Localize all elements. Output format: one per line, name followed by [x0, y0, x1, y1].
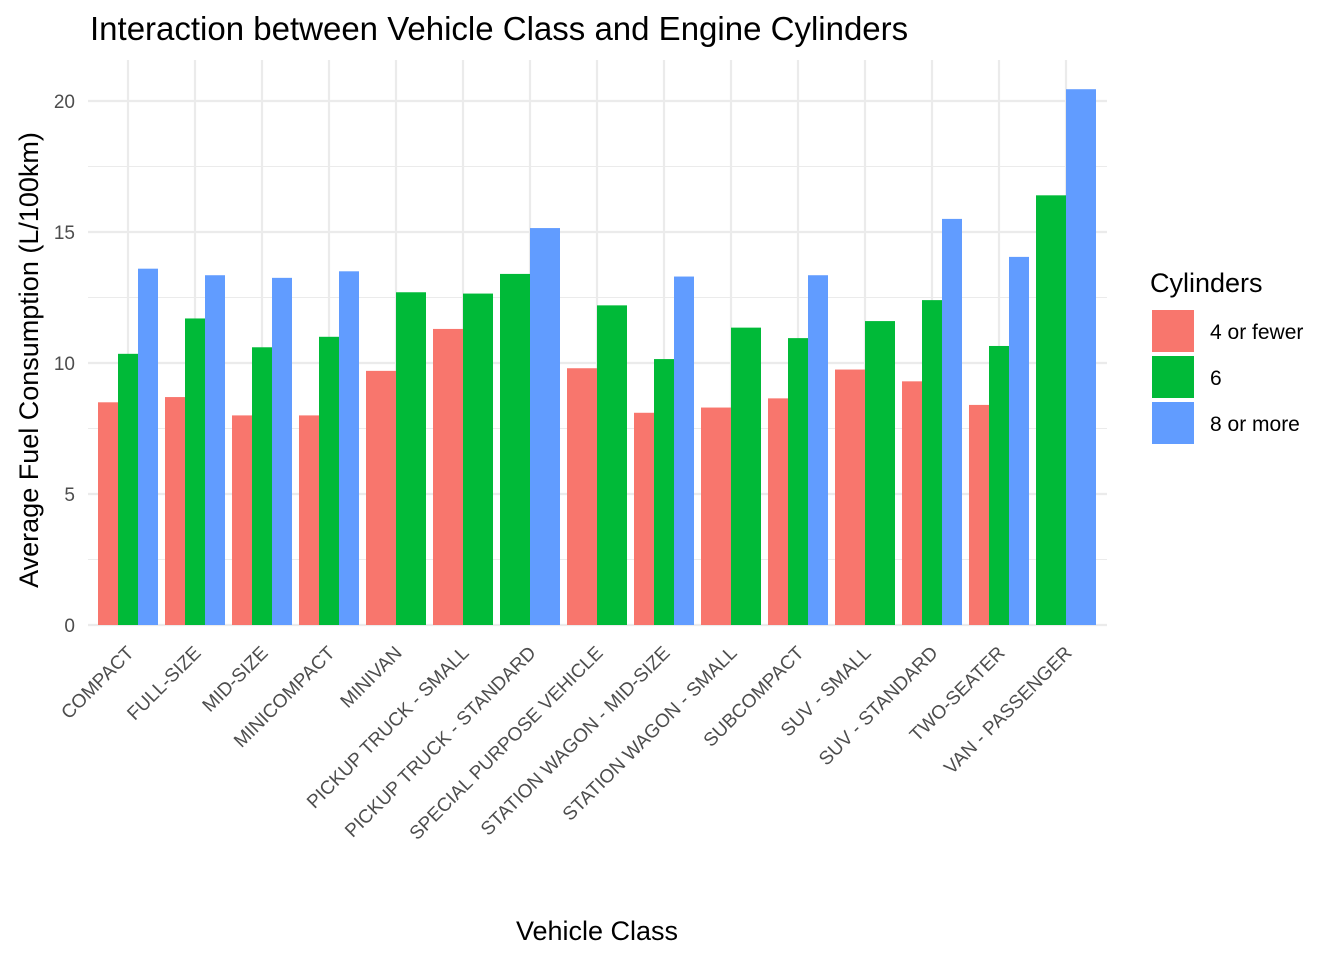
legend-label: 8 or more	[1210, 413, 1300, 436]
bar	[902, 381, 922, 625]
bar	[463, 293, 493, 625]
bar	[701, 407, 731, 625]
bar	[835, 369, 865, 625]
bar	[165, 397, 185, 625]
bar	[396, 292, 426, 625]
bar	[118, 353, 138, 625]
bar	[654, 359, 674, 625]
x-tick-label: MINIVAN	[337, 643, 407, 713]
bar	[98, 402, 118, 625]
bar	[865, 321, 895, 625]
bar	[299, 415, 319, 625]
y-axis-title: Average Fuel Consumption (L/100km)	[14, 132, 44, 588]
bar	[500, 273, 530, 625]
y-tick-label: 10	[54, 354, 75, 375]
legend-title: Cylinders	[1150, 268, 1263, 298]
bar	[252, 347, 272, 625]
legend-swatch	[1152, 402, 1194, 444]
bar	[634, 412, 654, 625]
x-axis-title: Vehicle Class	[516, 916, 678, 946]
legend-items: 4 or fewer 6 8 or more	[1152, 310, 1303, 444]
y-tick-label: 20	[54, 92, 75, 113]
bar	[366, 370, 396, 625]
x-tick-label: VAN - PASSENGER	[940, 643, 1076, 779]
x-axis-ticks: COMPACTFULL-SIZEMID-SIZEMINICOMPACTMINIV…	[58, 642, 1077, 844]
legend-label: 4 or fewer	[1210, 321, 1303, 344]
bar	[989, 345, 1009, 625]
y-tick-label: 15	[54, 223, 75, 244]
bar	[731, 327, 761, 625]
y-axis-ticks: 0 5 10 15 20	[54, 92, 75, 637]
bar	[185, 318, 205, 625]
bar	[232, 415, 252, 625]
bar	[942, 218, 962, 625]
bar	[205, 275, 225, 625]
bar	[1009, 256, 1029, 625]
bar	[319, 336, 339, 625]
chart-title: Interaction between Vehicle Class and En…	[90, 10, 908, 47]
x-tick-label: SUV - STANDARD	[815, 643, 942, 770]
bar	[530, 228, 560, 625]
bar	[922, 300, 942, 625]
bar	[808, 275, 828, 625]
bar	[768, 398, 788, 625]
bars	[98, 89, 1096, 625]
bar	[788, 338, 808, 625]
bar	[567, 368, 597, 625]
bar	[1036, 195, 1066, 625]
bar	[674, 276, 694, 625]
bar	[339, 271, 359, 625]
legend-swatch	[1152, 310, 1194, 352]
y-tick-label: 0	[64, 616, 75, 637]
y-tick-label: 5	[64, 485, 75, 506]
legend-swatch	[1152, 356, 1194, 398]
bar	[272, 277, 292, 625]
bar	[433, 328, 463, 625]
bar	[138, 268, 158, 625]
bar	[1066, 89, 1096, 625]
legend-label: 6	[1210, 367, 1222, 390]
bar	[597, 305, 627, 625]
bar	[969, 404, 989, 625]
legend: Cylinders 4 or fewer 6 8 or more	[1150, 268, 1303, 444]
